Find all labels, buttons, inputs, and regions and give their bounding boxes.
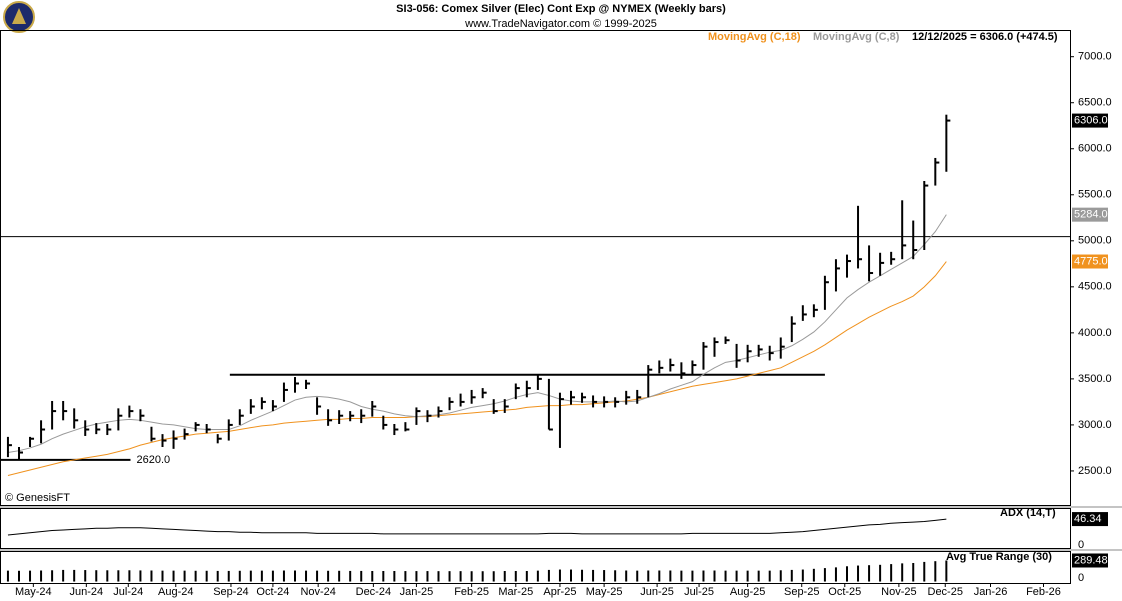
y-tick-label: 3500.0 (1078, 373, 1112, 385)
x-tick-label: Sep-25 (784, 586, 819, 598)
x-tick-label: May-24 (15, 586, 52, 598)
logo-mark (12, 8, 26, 24)
legend-entry: MovingAvg (C,18) (708, 31, 801, 43)
x-tick-label: Oct-25 (828, 586, 861, 598)
x-tick-label: Jul-25 (684, 586, 714, 598)
x-tick-label: Jun-25 (640, 586, 674, 598)
source: © GenesisFT (5, 492, 70, 504)
panel-title: Avg True Range (30) (946, 551, 1052, 563)
adx-line (7, 518, 947, 536)
x-tick-label: Aug-25 (730, 586, 765, 598)
last-value-label: 6306.0 (1074, 114, 1108, 126)
y-tick-label: 5500.0 (1078, 189, 1112, 201)
panel-title: ADX (14,T) (1000, 507, 1056, 519)
moving-average-line (7, 214, 947, 454)
legend-entry: MovingAvg (C,8) (813, 31, 900, 43)
last-value-label: 5284.0 (1074, 209, 1108, 221)
x-tick-label: Oct-24 (256, 586, 289, 598)
x-tick-label: Jan-25 (400, 586, 434, 598)
x-tick-label: Jun-24 (70, 586, 104, 598)
price-panel-frame (0, 30, 1071, 506)
y-tick-label: 6000.0 (1078, 143, 1112, 155)
y-tick-label: 7000.0 (1078, 51, 1112, 63)
x-tick-label: Nov-25 (881, 586, 916, 598)
x-tick-label: Jan-26 (974, 586, 1008, 598)
x-tick-label: Sep-24 (213, 586, 248, 598)
atr-panel-frame (0, 551, 1071, 584)
adx-panel-frame (0, 508, 1071, 549)
last-value-tag (1072, 254, 1108, 269)
last-value-tag (1072, 113, 1108, 128)
x-tick-label: Dec-25 (928, 586, 963, 598)
adx-tick-label: 0 (1078, 539, 1084, 551)
chart-title: SI3-056: Comex Silver (Elec) Cont Exp @ … (396, 3, 726, 15)
moving-average-line (7, 261, 947, 477)
x-tick-label: Aug-24 (158, 586, 193, 598)
x-tick-label: Nov-24 (300, 586, 335, 598)
atr-tick-label: 0 (1078, 572, 1084, 584)
last-value-tag (1072, 207, 1108, 222)
y-tick-label: 2500.0 (1078, 465, 1112, 477)
y-tick-label: 3000.0 (1078, 419, 1112, 431)
x-tick-label: Mar-25 (498, 586, 533, 598)
line-label: 2620.0 (136, 454, 170, 466)
x-tick-label: Jul-24 (113, 586, 143, 598)
y-tick-label: 4000.0 (1078, 327, 1112, 339)
x-tick-label: Apr-25 (543, 586, 576, 598)
y-tick-label: 6500.0 (1078, 97, 1112, 109)
x-tick-label: Dec-24 (356, 586, 391, 598)
x-tick-label: May-25 (586, 586, 623, 598)
chart-subtitle: www.TradeNavigator.com © 1999-2025 (464, 18, 657, 30)
legend-note: 12/12/2025 = 6306.0 (+474.5) (912, 31, 1058, 43)
last-value-label: 46.34 (1074, 513, 1102, 525)
last-value-label: 4775.0 (1074, 255, 1108, 267)
last-value-tag (1072, 512, 1108, 527)
y-tick-label: 4500.0 (1078, 281, 1112, 293)
x-tick-label: Feb-26 (1026, 586, 1061, 598)
y-tick-label: 5000.0 (1078, 235, 1112, 247)
last-value-label: 289.48 (1074, 554, 1108, 566)
last-value-tag (1072, 553, 1108, 568)
x-tick-label: Feb-25 (454, 586, 489, 598)
logo (3, 1, 35, 33)
